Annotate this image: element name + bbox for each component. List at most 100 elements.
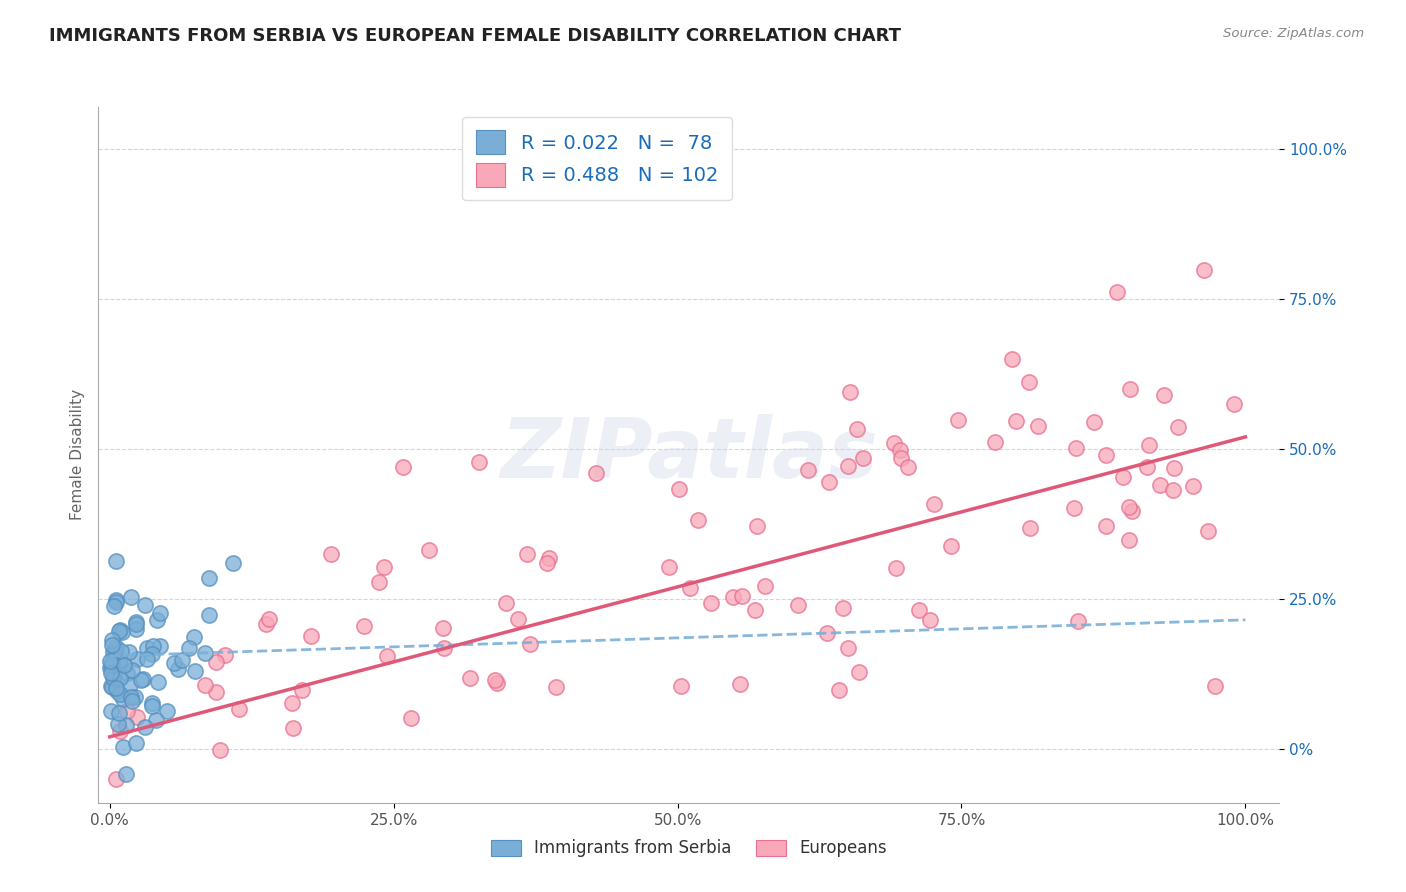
Point (104, 643, 127, 657)
Point (730, 677, 752, 691)
Point (281, 696, 304, 710)
Point (101, 633, 124, 648)
Point (1192, 262, 1215, 277)
Point (101, 655, 124, 669)
Point (124, 736, 146, 750)
Point (125, 615, 148, 629)
Point (787, 598, 810, 612)
Point (104, 554, 127, 568)
Point (1083, 415, 1105, 429)
Point (837, 641, 859, 656)
Point (104, 665, 127, 680)
Point (104, 592, 127, 607)
Point (883, 436, 905, 450)
Point (845, 422, 868, 436)
Point (198, 571, 221, 585)
Point (1018, 521, 1040, 535)
Point (104, 677, 127, 691)
Point (537, 551, 560, 566)
Point (117, 704, 139, 718)
Point (495, 596, 517, 610)
Point (183, 630, 205, 644)
Point (817, 475, 839, 489)
Point (1001, 352, 1024, 367)
Point (831, 600, 853, 615)
Point (111, 625, 134, 640)
Point (458, 671, 481, 685)
Point (283, 721, 305, 735)
Point (254, 617, 277, 632)
Point (115, 665, 138, 680)
Point (1119, 382, 1142, 396)
Point (1136, 459, 1159, 474)
Point (110, 724, 132, 739)
Point (368, 575, 391, 590)
Point (353, 619, 375, 633)
Point (1095, 448, 1118, 462)
Point (536, 557, 558, 571)
Point (585, 466, 607, 480)
Point (890, 450, 912, 465)
Point (184, 664, 207, 678)
Point (519, 637, 541, 651)
Point (257, 612, 280, 626)
Point (204, 685, 226, 699)
Point (839, 384, 862, 399)
Point (127, 710, 149, 724)
Point (688, 513, 710, 527)
Point (120, 591, 142, 605)
Point (1163, 461, 1185, 475)
Point (98, 661, 121, 675)
Point (468, 455, 491, 469)
Point (131, 672, 153, 686)
Point (103, 670, 125, 684)
Point (125, 652, 148, 666)
Point (391, 460, 413, 475)
Point (222, 556, 245, 570)
Point (1204, 679, 1226, 693)
Point (228, 702, 250, 716)
Point (1167, 420, 1189, 434)
Point (1066, 441, 1088, 455)
Point (1161, 483, 1184, 497)
Point (121, 663, 143, 677)
Point (108, 658, 131, 673)
Point (101, 638, 124, 652)
Point (108, 686, 131, 700)
Point (399, 710, 422, 724)
Point (1018, 376, 1040, 390)
Point (145, 713, 167, 727)
Point (120, 690, 142, 704)
Point (1182, 478, 1205, 492)
Point (669, 679, 692, 693)
Point (100, 704, 122, 718)
Point (848, 665, 870, 680)
Text: IMMIGRANTS FROM SERBIA VS EUROPEAN FEMALE DISABILITY CORRELATION CHART: IMMIGRANTS FROM SERBIA VS EUROPEAN FEMAL… (49, 27, 901, 45)
Point (115, 718, 138, 732)
Point (146, 675, 169, 690)
Point (1026, 419, 1049, 434)
Point (104, 772, 127, 786)
Point (828, 683, 851, 698)
Point (105, 595, 128, 609)
Point (506, 612, 529, 626)
Point (321, 547, 343, 561)
Point (1197, 524, 1219, 539)
Point (108, 653, 131, 667)
Point (172, 653, 194, 667)
Point (889, 442, 911, 457)
Point (100, 665, 122, 680)
Point (101, 672, 124, 686)
Point (194, 646, 217, 660)
Point (1095, 519, 1118, 533)
Point (104, 640, 127, 655)
Y-axis label: Female Disability: Female Disability (69, 389, 84, 521)
Point (815, 625, 838, 640)
Point (484, 673, 506, 687)
Point (110, 644, 132, 658)
Point (124, 690, 146, 704)
Point (103, 599, 125, 613)
Point (1112, 470, 1135, 484)
Point (1223, 397, 1246, 411)
Point (105, 684, 128, 698)
